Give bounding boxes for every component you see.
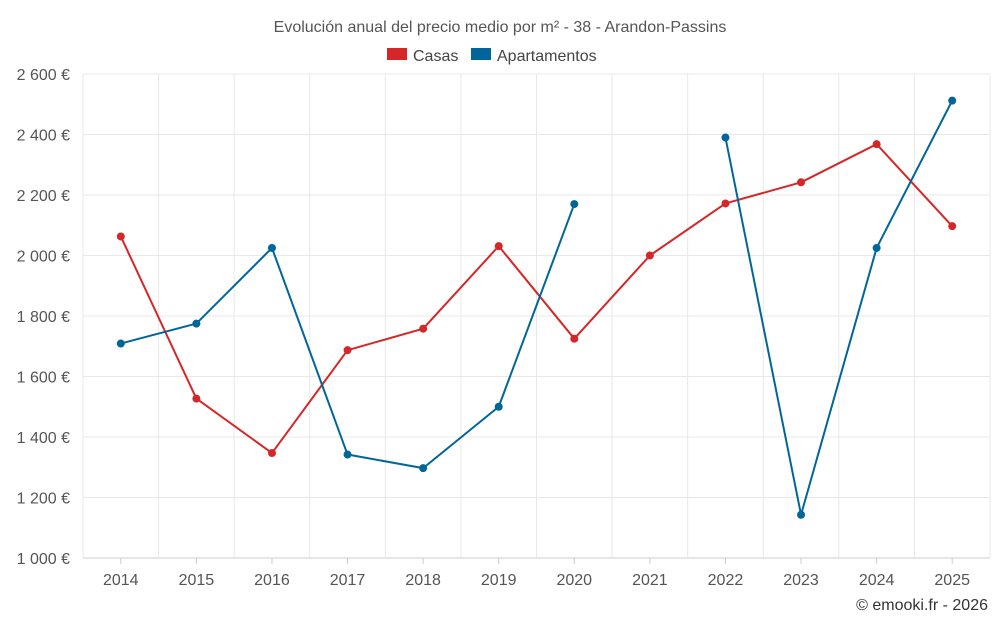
x-tick-label: 2025	[934, 572, 970, 589]
x-tick-label: 2019	[481, 572, 517, 589]
data-point-casas[interactable]	[570, 334, 579, 343]
series-line-apartamentos	[120, 203, 576, 470]
y-tick-label: 1 800 €	[17, 309, 70, 326]
data-point-casas[interactable]	[721, 199, 730, 208]
gridlines	[82, 73, 991, 559]
x-tick-label: 2017	[330, 572, 366, 589]
y-axis-ticks: 1 000 € 1 200 € 1 400 € 1 600 € 1 800 € 2 000…	[17, 67, 70, 568]
y-tick-label: 1 000 €	[17, 551, 70, 568]
y-tick-label: 1 400 €	[17, 430, 70, 447]
x-tick-label: 2015	[179, 572, 215, 589]
legend[interactable]: Casas Apartamentos	[387, 48, 597, 65]
data-point-casas[interactable]	[267, 449, 276, 458]
legend-swatch-apartamentos	[471, 48, 491, 60]
data-point-apartamentos[interactable]	[948, 96, 957, 105]
data-point-casas[interactable]	[343, 346, 352, 355]
x-tick-label: 2022	[708, 572, 744, 589]
data-point-casas[interactable]	[872, 140, 881, 149]
series-points	[116, 96, 957, 519]
x-tick-label: 2014	[103, 572, 139, 589]
x-tick-label: 2018	[405, 572, 441, 589]
chart-title: Evolución anual del precio medio por m² …	[274, 19, 727, 36]
legend-label-casas[interactable]: Casas	[413, 48, 458, 65]
y-tick-label: 1 200 €	[17, 491, 70, 508]
data-point-apartamentos[interactable]	[419, 464, 428, 473]
x-tick-label: 2023	[783, 572, 819, 589]
data-point-apartamentos[interactable]	[797, 510, 806, 519]
data-point-casas[interactable]	[419, 324, 428, 333]
x-tick-label: 2021	[632, 572, 668, 589]
y-tick-label: 1 600 €	[17, 370, 70, 387]
data-point-apartamentos[interactable]	[494, 402, 503, 411]
series-line-apartamentos	[724, 100, 954, 516]
data-point-apartamentos[interactable]	[116, 339, 125, 348]
credit-text: © emooki.fr - 2026	[856, 597, 988, 614]
data-point-apartamentos[interactable]	[192, 319, 201, 328]
y-tick-label: 2 400 €	[17, 128, 70, 145]
legend-swatch-casas	[387, 48, 407, 60]
data-point-casas[interactable]	[645, 251, 654, 260]
x-tick-label: 2024	[859, 572, 895, 589]
x-tick-label: 2016	[254, 572, 290, 589]
x-axis-ticks: 2014 2015 2016 2017 2018 2019 2020 2021 2022 2023…	[103, 558, 970, 589]
data-point-apartamentos[interactable]	[343, 450, 352, 459]
data-point-apartamentos[interactable]	[872, 243, 881, 252]
data-point-casas[interactable]	[494, 242, 503, 251]
data-point-apartamentos[interactable]	[721, 133, 730, 142]
data-point-casas[interactable]	[948, 222, 957, 231]
y-tick-label: 2 200 €	[17, 188, 70, 205]
data-point-casas[interactable]	[797, 178, 806, 187]
data-point-casas[interactable]	[116, 232, 125, 241]
y-tick-label: 2 600 €	[17, 67, 70, 84]
data-point-apartamentos[interactable]	[267, 243, 276, 252]
data-point-casas[interactable]	[192, 394, 201, 403]
x-tick-label: 2020	[556, 572, 592, 589]
series-line-casas	[119, 143, 953, 455]
legend-label-apartamentos[interactable]: Apartamentos	[497, 48, 597, 65]
data-point-apartamentos[interactable]	[570, 200, 579, 209]
y-tick-label: 2 000 €	[17, 249, 70, 266]
